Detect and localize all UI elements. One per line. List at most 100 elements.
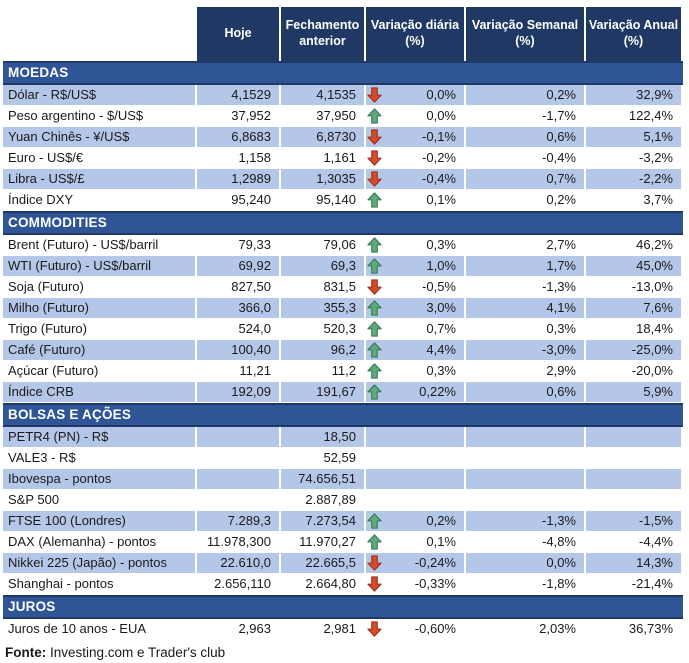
hoje-value: 22.610,0 [197, 553, 281, 573]
hoje-value: 4,1529 [197, 85, 281, 105]
table-row: Ibovespa - pontos 74.656,51 [3, 469, 683, 490]
row-label: Café (Futuro) [3, 340, 197, 360]
table-row: Nikkei 225 (Japão) - pontos 22.610,0 22.66… [3, 553, 683, 574]
trend-arrow-up-icon [366, 258, 384, 274]
daily-variation-cell: 0,3% [366, 235, 466, 255]
trend-arrow-up-icon [366, 342, 384, 358]
annual-variation-value: 45,0% [586, 256, 683, 276]
weekly-variation-value: 0,6% [466, 382, 586, 402]
table-body: MOEDAS Dólar - R$/US$ 4,1529 4,1535 0,0% 0,2%… [3, 61, 689, 640]
table-row: Milho (Futuro) 366,0 355,3 3,0% 4,1% 7,6% [3, 298, 683, 319]
weekly-variation-value: -1,3% [466, 277, 586, 297]
weekly-variation-value: -1,3% [466, 511, 586, 531]
column-header: Variação diária (%) [366, 7, 466, 61]
weekly-variation-value [466, 469, 586, 489]
trend-arrow-up-icon [366, 321, 384, 337]
annual-variation-value: -1,5% [586, 511, 683, 531]
table-row: Índice CRB 192,09 191,67 0,22% 0,6% 5,9% [3, 382, 683, 403]
hoje-value [197, 490, 281, 510]
row-label: Índice CRB [3, 382, 197, 402]
weekly-variation-value: 4,1% [466, 298, 586, 318]
table-row: PETR4 (PN) - R$ 18,50 [3, 427, 683, 448]
daily-variation-value: 0,0% [426, 87, 456, 102]
fechamento-value: 2,981 [281, 619, 366, 639]
source-note: Fonte: Investing.com e Trader's club [3, 643, 689, 663]
hoje-value: 37,952 [197, 106, 281, 126]
row-label: Peso argentino - $/US$ [3, 106, 197, 126]
table-row: Açúcar (Futuro) 11,21 11,2 0,3% 2,9% -20,0% [3, 361, 683, 382]
weekly-variation-value [466, 427, 586, 447]
hoje-value: 6,8683 [197, 127, 281, 147]
annual-variation-value: 46,2% [586, 235, 683, 255]
weekly-variation-value: 0,7% [466, 169, 586, 189]
daily-variation-cell: -0,1% [366, 127, 466, 147]
annual-variation-value: -13,0% [586, 277, 683, 297]
section-header-juros: JUROS [3, 595, 683, 619]
fechamento-value: 7.273,54 [281, 511, 366, 531]
table-row: DAX (Alemanha) - pontos 11.978,300 11.970,… [3, 532, 683, 553]
trend-arrow-up-icon [366, 513, 384, 529]
hoje-value: 524,0 [197, 319, 281, 339]
annual-variation-value: -3,2% [586, 148, 683, 168]
hoje-value: 2.656,110 [197, 574, 281, 594]
daily-variation-value: 0,3% [426, 237, 456, 252]
row-label: Juros de 10 anos - EUA [3, 619, 197, 639]
source-text: Investing.com e Trader's club [46, 645, 226, 660]
annual-variation-value [586, 448, 683, 468]
weekly-variation-value: 0,0% [466, 553, 586, 573]
table-row: VALE3 - R$ 52,59 [3, 448, 683, 469]
daily-variation-value: 0,22% [419, 384, 456, 399]
daily-variation-value: 0,3% [426, 363, 456, 378]
daily-variation-value: 0,1% [426, 192, 456, 207]
annual-variation-value: 32,9% [586, 85, 683, 105]
weekly-variation-value: 0,2% [466, 190, 586, 210]
daily-variation-value: 3,0% [426, 300, 456, 315]
daily-variation-value: 1,0% [426, 258, 456, 273]
trend-arrow-down-icon [366, 555, 384, 571]
daily-variation-cell [366, 427, 466, 447]
weekly-variation-value: -3,0% [466, 340, 586, 360]
row-label: Nikkei 225 (Japão) - pontos [3, 553, 197, 573]
daily-variation-cell: -0,4% [366, 169, 466, 189]
hoje-value: 95,240 [197, 190, 281, 210]
column-header: Fechamento anterior [281, 7, 366, 61]
row-label: Soja (Futuro) [3, 277, 197, 297]
hoje-value [197, 469, 281, 489]
daily-variation-cell: 0,1% [366, 190, 466, 210]
fechamento-value: 37,950 [281, 106, 366, 126]
row-label: Brent (Futuro) - US$/barril [3, 235, 197, 255]
daily-variation-cell: 1,0% [366, 256, 466, 276]
annual-variation-value [586, 490, 683, 510]
hoje-value [197, 427, 281, 447]
hoje-value: 1,158 [197, 148, 281, 168]
daily-variation-cell: 0,0% [366, 85, 466, 105]
daily-variation-cell [366, 448, 466, 468]
table-header-row: Hoje Fechamento anterior Variação diária (… [3, 7, 689, 61]
table-row: Peso argentino - $/US$ 37,952 37,950 0,0% -1… [3, 106, 683, 127]
fechamento-value: 95,140 [281, 190, 366, 210]
hoje-value: 11,21 [197, 361, 281, 381]
hoje-value: 11.978,300 [197, 532, 281, 552]
daily-variation-value: 0,0% [426, 108, 456, 123]
fechamento-value: 831,5 [281, 277, 366, 297]
column-header: Variação Anual (%) [586, 7, 683, 61]
table-row: S&P 500 2.887,89 [3, 490, 683, 511]
daily-variation-cell: 0,22% [366, 382, 466, 402]
trend-arrow-up-icon [366, 300, 384, 316]
daily-variation-cell: 0,3% [366, 361, 466, 381]
daily-variation-value: -0,1% [422, 129, 456, 144]
annual-variation-value: 5,1% [586, 127, 683, 147]
daily-variation-cell: -0,33% [366, 574, 466, 594]
fechamento-value: 191,67 [281, 382, 366, 402]
weekly-variation-value: -1,8% [466, 574, 586, 594]
hoje-value: 366,0 [197, 298, 281, 318]
daily-variation-value: 0,1% [426, 534, 456, 549]
trend-arrow-up-icon [366, 192, 384, 208]
daily-variation-cell [366, 490, 466, 510]
section-header-bolsas-e-a-es: BOLSAS E AÇÕES [3, 403, 683, 427]
table-row: Índice DXY 95,240 95,140 0,1% 0,2% 3,7% [3, 190, 683, 211]
column-header: Hoje [197, 7, 281, 61]
fechamento-value: 52,59 [281, 448, 366, 468]
row-label: Yuan Chinês - ¥/US$ [3, 127, 197, 147]
